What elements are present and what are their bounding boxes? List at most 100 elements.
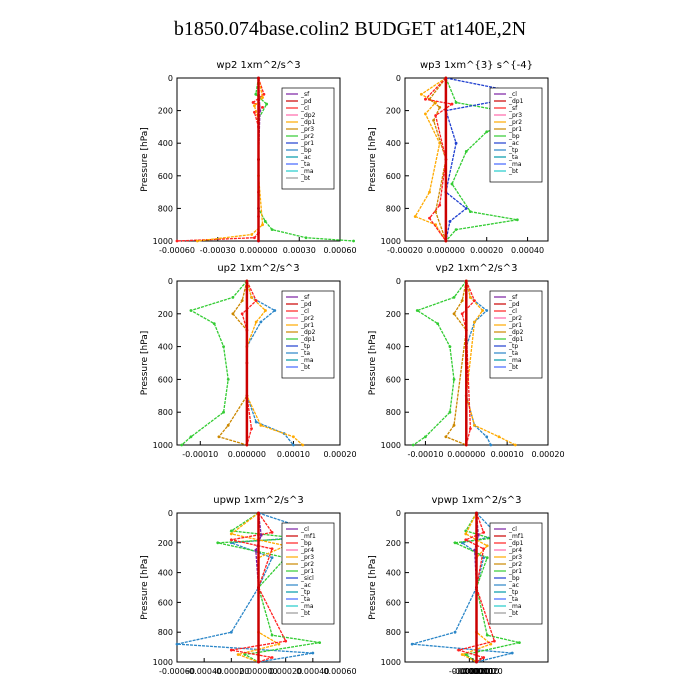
panel-4-series-5-point-1 bbox=[464, 361, 468, 365]
panel-2-xtick-label-3: 0.00040 bbox=[511, 246, 544, 255]
panel-3-legend-label-5: _dp2 bbox=[300, 329, 316, 336]
panel-4-series-3-point-4 bbox=[452, 423, 456, 427]
panel-2-series-0-point-6 bbox=[468, 210, 472, 214]
panel-3-legend-box bbox=[281, 290, 335, 379]
panel-3-series-2-point-1 bbox=[250, 296, 253, 299]
panel-4-ytick-label-3: 600 bbox=[386, 375, 401, 384]
panel-1-series-4-point-2 bbox=[257, 239, 260, 243]
panel-1-xtick-label-0: -0.00060 bbox=[159, 246, 195, 255]
panel-3-series-2-point-2 bbox=[264, 309, 267, 312]
panel-5-legend-label-1: _mf1 bbox=[300, 533, 316, 540]
panel-2-xtick-label-0: -0.00020 bbox=[387, 246, 423, 255]
panel-3-legend-label-0: _sf bbox=[300, 294, 310, 301]
panel-1-xtick-label-2: 0.000000 bbox=[239, 246, 277, 255]
panel-4-series-2-point-3 bbox=[473, 320, 476, 324]
panel-4-series-1-point-2 bbox=[485, 309, 489, 312]
panel-2-xtick-label-1: 0.000000 bbox=[427, 246, 465, 255]
panel-2-ytick-label-0: 0 bbox=[396, 74, 401, 83]
panel-2-ytick-label-4: 800 bbox=[386, 204, 401, 213]
panel-5-ytick-label-4: 800 bbox=[158, 628, 173, 637]
panel-2-ytick-label-1: 200 bbox=[386, 107, 401, 116]
panel-1-series-1-point-2 bbox=[265, 102, 269, 106]
panel-5-series-3-point-7 bbox=[270, 656, 274, 659]
panel-2-series-1-point-7 bbox=[448, 220, 452, 223]
panel-6-series-3-point-1 bbox=[482, 530, 486, 534]
panel-5-series-5-point-1 bbox=[257, 586, 260, 589]
panel-1-series-2-point-2 bbox=[253, 104, 256, 108]
panel-5-series-0-point-5 bbox=[229, 630, 233, 634]
panel-3-series-2-point-8 bbox=[301, 443, 305, 447]
panel-6-ytick-label-2: 400 bbox=[386, 569, 401, 578]
panel-5-legend-label-6: _pr1 bbox=[300, 568, 314, 575]
panel-4-legend-label-8: _ta bbox=[508, 350, 518, 357]
panel-6-series-3-point-7 bbox=[482, 656, 486, 659]
panel-6-series-2-point-6 bbox=[460, 653, 464, 656]
panel-1-series-0-point-2 bbox=[251, 101, 255, 104]
panel-2-series-2-point-3 bbox=[424, 112, 427, 116]
panel-6-legend-label-1: _mf1 bbox=[508, 533, 524, 540]
panel-5-series-2-point-1 bbox=[229, 532, 233, 536]
panel-1-series-0-point-1 bbox=[262, 92, 266, 96]
panel-4-series-0-point-4 bbox=[448, 345, 452, 348]
panel-3-series-5-point-1 bbox=[245, 361, 249, 365]
panel-5-legend-label-10: _ta bbox=[300, 596, 310, 603]
panel-1-series-1-point-9 bbox=[352, 239, 355, 243]
panel-1-legend-label-1: _pd bbox=[300, 98, 312, 105]
panel-2-series-3-point-5 bbox=[434, 210, 438, 214]
panel-2-frame bbox=[404, 77, 549, 242]
panel-2-series-0-point-5 bbox=[450, 182, 454, 186]
panel-6-legend-label-11: _ma bbox=[508, 603, 522, 610]
panel-2-series-3 bbox=[428, 77, 447, 242]
panel-3-title: up2 1xm^2/s^3 bbox=[217, 263, 299, 274]
panel-3-ytick-label-5: 1000 bbox=[153, 441, 173, 450]
panel-3-series-3 bbox=[217, 280, 248, 446]
panel-1-series-1-point-1 bbox=[254, 92, 258, 96]
panel-1-legend-label-6: _pr2 bbox=[300, 133, 314, 140]
panel-5-series-0-point-3 bbox=[270, 556, 274, 560]
panel-2-legend-label-9: _ta bbox=[508, 154, 518, 161]
panel-1-series-0-point-11 bbox=[175, 239, 179, 243]
panel-6-series-3-point-5 bbox=[492, 639, 496, 643]
panel-3-legend-label-10: _bt bbox=[300, 364, 311, 371]
panel-6-series-5-point-2 bbox=[475, 660, 478, 664]
panel-1-legend-label-11: _ma bbox=[300, 168, 314, 175]
panel-2-legend-label-4: _pr2 bbox=[508, 119, 522, 126]
panel-2-series-4-point-1 bbox=[424, 97, 427, 101]
panel-4-legend-box bbox=[489, 290, 543, 379]
panel-1-legend-label-0: _sf bbox=[300, 91, 310, 98]
panel-3-ytick-label-1: 200 bbox=[158, 310, 173, 319]
panel-1-legend-label-3: _dp2 bbox=[300, 112, 316, 119]
panel-6-series-1-point-4 bbox=[485, 556, 489, 560]
panel-2-series-4-point-3 bbox=[434, 114, 438, 117]
panel-6-legend-label-3: _pr4 bbox=[508, 547, 522, 554]
panel-5-series-5-point-0 bbox=[257, 511, 260, 515]
panel-3-series-0-point-6 bbox=[222, 410, 225, 414]
panel-2-legend-label-3: _pr3 bbox=[508, 112, 522, 119]
panel-5-ytick-label-2: 400 bbox=[158, 569, 173, 578]
panel-2-series-1-point-6 bbox=[464, 207, 468, 210]
panel-2-ytick-label-3: 600 bbox=[386, 172, 401, 181]
panel-2-series-3-point-2 bbox=[438, 105, 442, 109]
panel-3-series-3-point-6 bbox=[217, 435, 221, 439]
panel-1-series-2-point-6 bbox=[250, 233, 254, 236]
panel-4-series-2-point-1 bbox=[468, 296, 472, 299]
panel-2-legend-box bbox=[489, 87, 543, 183]
panel-4-series-1-point-8 bbox=[489, 443, 493, 447]
panel-3-series-1-point-8 bbox=[292, 443, 295, 447]
panel-2-series-2-point-5 bbox=[428, 190, 431, 194]
panel-4-legend-label-3: _pr2 bbox=[508, 315, 522, 322]
panel-2-legend-label-1: _dp1 bbox=[508, 98, 524, 105]
panel-2-series-0-point-4 bbox=[464, 149, 468, 153]
panel-5-xtick-label-2: -0.00020 bbox=[213, 667, 249, 676]
panel-2-legend-label-10: _ma bbox=[508, 161, 522, 168]
panel-1-legend-label-10: _ta bbox=[300, 161, 310, 168]
panel-1-legend-label-12: _bt bbox=[300, 175, 311, 182]
panel-5-series-5-point-2 bbox=[257, 660, 260, 664]
panel-3-series-0-point-2 bbox=[189, 309, 193, 312]
panel-1-series-4-point-0 bbox=[257, 76, 260, 80]
panel-5-series-0-point-7 bbox=[311, 651, 315, 655]
panel-6-legend-label-8: _ac bbox=[508, 582, 519, 589]
panel-4-legend-label-1: _pd bbox=[508, 301, 520, 308]
panel-6-legend-label-9: _tp bbox=[508, 589, 518, 596]
panel-4-ytick-label-2: 400 bbox=[386, 343, 401, 352]
